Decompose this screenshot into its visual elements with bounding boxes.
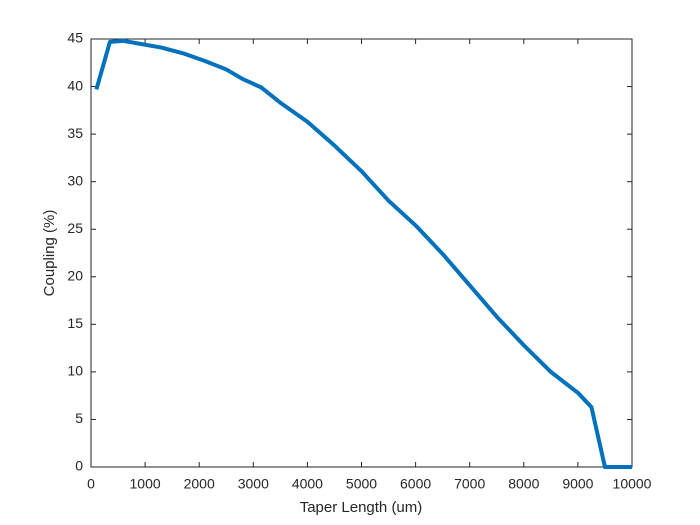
y-tick-label: 5 xyxy=(75,410,83,426)
x-tick-label: 8000 xyxy=(508,476,539,492)
y-tick-label: 15 xyxy=(67,315,83,331)
y-tick-label: 20 xyxy=(67,267,83,283)
x-tick-label: 9000 xyxy=(562,476,593,492)
x-tick-label: 10000 xyxy=(613,476,652,492)
x-tick-label: 6000 xyxy=(400,476,431,492)
y-axis-label: Coupling (%) xyxy=(41,210,58,297)
x-tick-label: 7000 xyxy=(454,476,485,492)
plot-frame xyxy=(90,38,633,468)
y-tick-label: 45 xyxy=(67,30,83,46)
x-tick-label: 4000 xyxy=(292,476,323,492)
x-tick-label: 1000 xyxy=(130,476,161,492)
x-tick-label: 5000 xyxy=(346,476,377,492)
x-tick-label: 0 xyxy=(87,476,95,492)
y-tick-label: 10 xyxy=(67,363,83,379)
x-axis-label: Taper Length (um) xyxy=(300,499,423,516)
y-tick-label: 0 xyxy=(75,458,83,474)
x-tick-label: 2000 xyxy=(184,476,215,492)
y-tick-label: 35 xyxy=(67,125,83,141)
x-tick-label: 3000 xyxy=(238,476,269,492)
data-line xyxy=(94,38,632,469)
y-tick-label: 30 xyxy=(67,172,83,188)
y-tick-label: 40 xyxy=(67,77,83,93)
y-tick-label: 25 xyxy=(67,220,83,236)
